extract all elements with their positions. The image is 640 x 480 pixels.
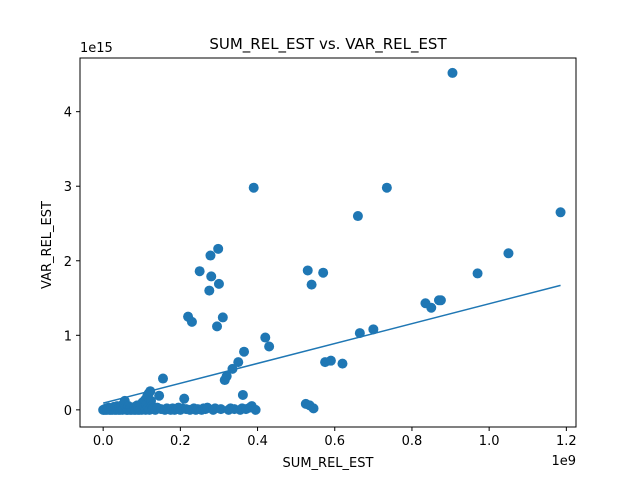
data-point (157, 373, 168, 384)
data-point (213, 278, 224, 289)
data-point (217, 312, 228, 323)
data-point (215, 404, 226, 415)
y-axis-label: VAR_REL_EST (40, 201, 55, 289)
data-point (248, 182, 259, 193)
plot-area-frame (79, 57, 577, 428)
y-tick-label: 3 (64, 180, 72, 195)
data-point (308, 403, 319, 414)
data-point (221, 371, 232, 382)
y-tick-label: 2 (64, 255, 72, 270)
data-point (186, 316, 197, 327)
x-tick-label: 0.4 (247, 434, 268, 449)
data-point (503, 248, 514, 259)
data-point (472, 268, 483, 279)
chart-title: SUM_REL_EST vs. VAR_REL_EST (209, 35, 447, 54)
data-point (212, 321, 223, 332)
data-point (381, 182, 392, 193)
data-point (260, 332, 271, 343)
data-point (264, 341, 275, 352)
data-point (306, 279, 317, 290)
data-point (555, 207, 566, 218)
data-point (302, 265, 313, 276)
data-point (204, 285, 215, 296)
data-point (233, 357, 244, 368)
data-point (250, 404, 261, 415)
x-tick-label: 0.8 (402, 434, 423, 449)
data-point (237, 389, 248, 400)
data-point (205, 250, 216, 261)
data-point (325, 355, 336, 366)
data-points (98, 67, 566, 415)
x-tick-label: 0.6 (324, 434, 345, 449)
x-tick-label: 1.0 (479, 434, 500, 449)
y-axis-ticks: 0 1 2 3 4 (64, 106, 80, 419)
trend-line (102, 284, 561, 404)
data-point (213, 243, 224, 254)
data-point (206, 271, 217, 282)
data-point (154, 390, 165, 401)
y-tick-label: 4 (64, 106, 72, 121)
x-offset-label: 1e9 (551, 454, 576, 469)
data-point (239, 346, 250, 357)
data-point (368, 324, 379, 335)
x-tick-label: 1.2 (556, 434, 577, 449)
data-point (337, 358, 348, 369)
data-point (227, 363, 238, 374)
y-offset-label: 1e15 (80, 41, 113, 56)
data-point (426, 302, 437, 313)
y-tick-label: 0 (64, 404, 72, 419)
data-point (194, 266, 205, 277)
y-tick-label: 1 (64, 329, 72, 344)
x-tick-label: 0.2 (170, 434, 191, 449)
data-point (179, 393, 190, 404)
data-point (435, 295, 446, 306)
data-point (354, 328, 365, 339)
data-point (352, 211, 363, 222)
data-point (318, 267, 329, 278)
x-tick-label: 0.0 (93, 434, 114, 449)
x-axis-label: SUM_REL_EST (283, 456, 374, 471)
x-axis-ticks: 0.0 0.2 0.4 0.6 0.8 1.0 1.2 (93, 427, 577, 449)
data-point (447, 67, 458, 78)
